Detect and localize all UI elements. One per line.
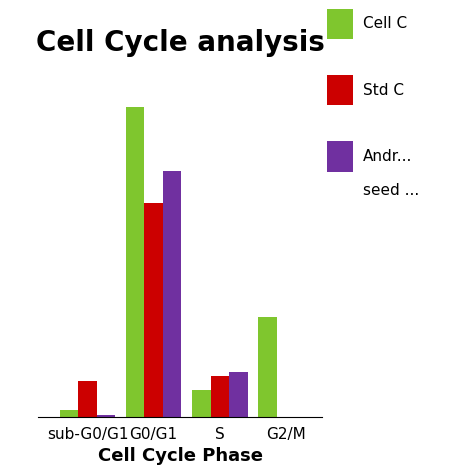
- Bar: [327, 141, 353, 172]
- Bar: [327, 9, 353, 39]
- Text: seed ...: seed ...: [363, 183, 419, 198]
- Bar: [327, 75, 353, 105]
- Bar: [163, 171, 182, 417]
- X-axis label: Cell Cycle Phase: Cell Cycle Phase: [98, 447, 263, 465]
- Bar: [97, 415, 115, 417]
- Bar: [192, 390, 210, 417]
- Bar: [78, 381, 97, 417]
- Text: Andr...: Andr...: [363, 149, 412, 164]
- Bar: [258, 317, 277, 417]
- Title: Cell Cycle analysis: Cell Cycle analysis: [36, 28, 325, 56]
- Bar: [210, 376, 229, 417]
- Bar: [126, 107, 145, 417]
- Bar: [145, 203, 163, 417]
- Bar: [229, 372, 247, 417]
- Bar: [60, 410, 78, 417]
- Text: Cell C: Cell C: [363, 16, 407, 31]
- Text: Std C: Std C: [363, 82, 403, 98]
